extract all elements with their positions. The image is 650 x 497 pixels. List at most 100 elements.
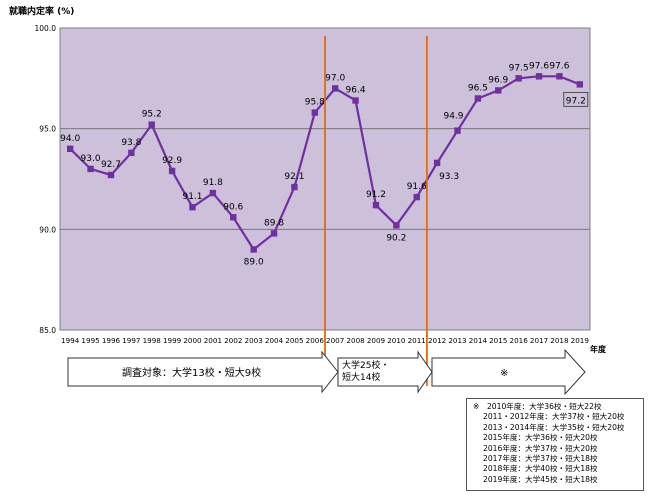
x-tick-label: 2016 bbox=[510, 336, 529, 345]
data-marker bbox=[576, 81, 584, 88]
period-label-1: 調査対象：大学13校・短大9校 bbox=[122, 366, 261, 379]
data-label: 97.6 bbox=[529, 61, 549, 71]
data-label: 96.5 bbox=[468, 83, 488, 93]
data-label: 94.0 bbox=[60, 134, 80, 144]
data-marker bbox=[495, 87, 502, 94]
data-marker bbox=[168, 167, 176, 175]
data-label: 89.0 bbox=[244, 257, 264, 267]
x-tick-label: 2012 bbox=[428, 336, 446, 345]
period-dividers bbox=[324, 36, 428, 386]
x-tick-label: 1997 bbox=[122, 336, 140, 345]
data-label: 93.3 bbox=[439, 172, 459, 182]
data-marker bbox=[331, 85, 339, 92]
x-tick-label: 1994 bbox=[61, 336, 80, 345]
x-tick-label: 2014 bbox=[469, 336, 488, 345]
x-tick-label: 1995 bbox=[81, 336, 99, 345]
data-label: 95.8 bbox=[305, 98, 325, 108]
data-label: 97.2 bbox=[566, 96, 586, 106]
data-marker bbox=[230, 214, 237, 221]
y-tick-label: 100.0 bbox=[35, 24, 57, 33]
x-tick-label: 2010 bbox=[387, 336, 406, 345]
data-marker bbox=[413, 193, 420, 201]
data-label: 95.2 bbox=[142, 110, 162, 120]
data-label: 91.2 bbox=[366, 190, 386, 200]
note-line: 2018年度：大学40校・短大18校 bbox=[483, 464, 598, 474]
data-marker bbox=[372, 201, 380, 209]
note-line: 2019年度：大学45校・短大18校 bbox=[483, 474, 598, 484]
y-tick-labels: 85.0 90.0 95.0 100.0 bbox=[35, 24, 57, 335]
x-axis-label: 年度 bbox=[590, 344, 607, 354]
x-tick-label: 2008 bbox=[346, 336, 365, 345]
data-label: 94.9 bbox=[443, 112, 463, 122]
data-marker bbox=[474, 95, 482, 102]
data-marker bbox=[66, 145, 74, 152]
period-arrow-1: 調査対象：大学13校・短大9校 bbox=[67, 350, 339, 394]
data-marker bbox=[515, 75, 522, 82]
data-labels: 94.093.092.7 93.8 95.2 92.9 91.191.8 90.6 89.0… bbox=[60, 61, 589, 267]
data-label: 91.1 bbox=[182, 192, 202, 202]
data-label: 92.9 bbox=[162, 156, 182, 166]
data-marker bbox=[454, 127, 461, 134]
note-line: 2013・2014年度：大学35校・短大20校 bbox=[483, 422, 625, 432]
data-marker bbox=[393, 222, 400, 229]
data-marker bbox=[535, 73, 543, 80]
x-tick-label: 2011 bbox=[408, 336, 426, 345]
x-tick-label: 2003 bbox=[245, 336, 263, 345]
x-tick-label: 2007 bbox=[326, 336, 344, 345]
data-label: 91.6 bbox=[407, 182, 427, 192]
data-marker bbox=[107, 171, 115, 179]
period-label-3: ※ bbox=[500, 368, 508, 379]
x-tick-label: 1999 bbox=[163, 336, 182, 345]
x-tick-label: 2001 bbox=[204, 336, 222, 345]
data-marker bbox=[87, 165, 94, 173]
y-tick-label: 90.0 bbox=[39, 225, 56, 234]
data-label: 97.0 bbox=[325, 73, 345, 83]
survey-note-box: ※ 2010年度：大学36校・短大22校 2011・2012年度：大学37校・短… bbox=[466, 398, 644, 491]
data-label: 96.4 bbox=[346, 85, 366, 95]
data-label: 92.7 bbox=[101, 160, 121, 170]
period-arrow-3: ※ bbox=[431, 348, 586, 396]
data-marker bbox=[311, 109, 319, 116]
y-tick-label: 95.0 bbox=[39, 125, 56, 134]
data-marker bbox=[148, 121, 155, 128]
data-label: 93.8 bbox=[121, 138, 141, 148]
period-label-2b: 短大14校 bbox=[342, 371, 380, 383]
data-label: 93.0 bbox=[81, 154, 101, 164]
y-tick-label: 85.0 bbox=[39, 326, 56, 335]
x-tick-label: 2017 bbox=[530, 336, 548, 345]
data-label: 96.9 bbox=[488, 75, 508, 85]
x-tick-labels: 1994 1995 1996 1997 1998 1999 2000 2001 2002 2003… bbox=[61, 336, 589, 345]
data-marker bbox=[352, 97, 359, 104]
data-marker bbox=[291, 183, 298, 191]
data-marker bbox=[189, 203, 196, 211]
data-label: 92.1 bbox=[284, 172, 304, 182]
data-label-box bbox=[563, 91, 589, 107]
data-marker bbox=[209, 189, 217, 197]
note-line: 2015年度：大学36校・短大20校 bbox=[483, 433, 598, 443]
x-tick-label: 2002 bbox=[224, 336, 242, 345]
data-marker bbox=[270, 230, 278, 237]
data-label: 90.2 bbox=[386, 233, 406, 243]
x-tick-label: 2013 bbox=[448, 336, 466, 345]
data-label: 97.5 bbox=[509, 63, 529, 73]
data-marker bbox=[556, 73, 563, 80]
x-tick-label: 1998 bbox=[143, 336, 162, 345]
x-tick-label: 2018 bbox=[550, 336, 569, 345]
x-tick-label: 2019 bbox=[571, 336, 590, 345]
data-marker bbox=[433, 159, 441, 167]
note-line: ※ 2010年度：大学36校・短大22校 bbox=[473, 402, 602, 411]
data-markers bbox=[66, 73, 584, 253]
period-label-2a: 大学25校・ bbox=[342, 359, 389, 371]
data-label: 91.8 bbox=[203, 178, 223, 188]
data-marker bbox=[250, 246, 257, 253]
data-marker bbox=[128, 149, 135, 157]
data-label: 90.6 bbox=[223, 202, 243, 212]
x-tick-label: 2005 bbox=[285, 336, 303, 345]
x-tick-label: 2000 bbox=[183, 336, 202, 345]
x-tick-label: 1996 bbox=[102, 336, 121, 345]
note-line: 2016年度：大学37校・短大20校 bbox=[483, 443, 598, 453]
note-line: 2017年度：大学37校・短大18校 bbox=[483, 454, 598, 464]
x-tick-label: 2006 bbox=[306, 336, 325, 345]
data-label: 97.6 bbox=[549, 61, 569, 71]
